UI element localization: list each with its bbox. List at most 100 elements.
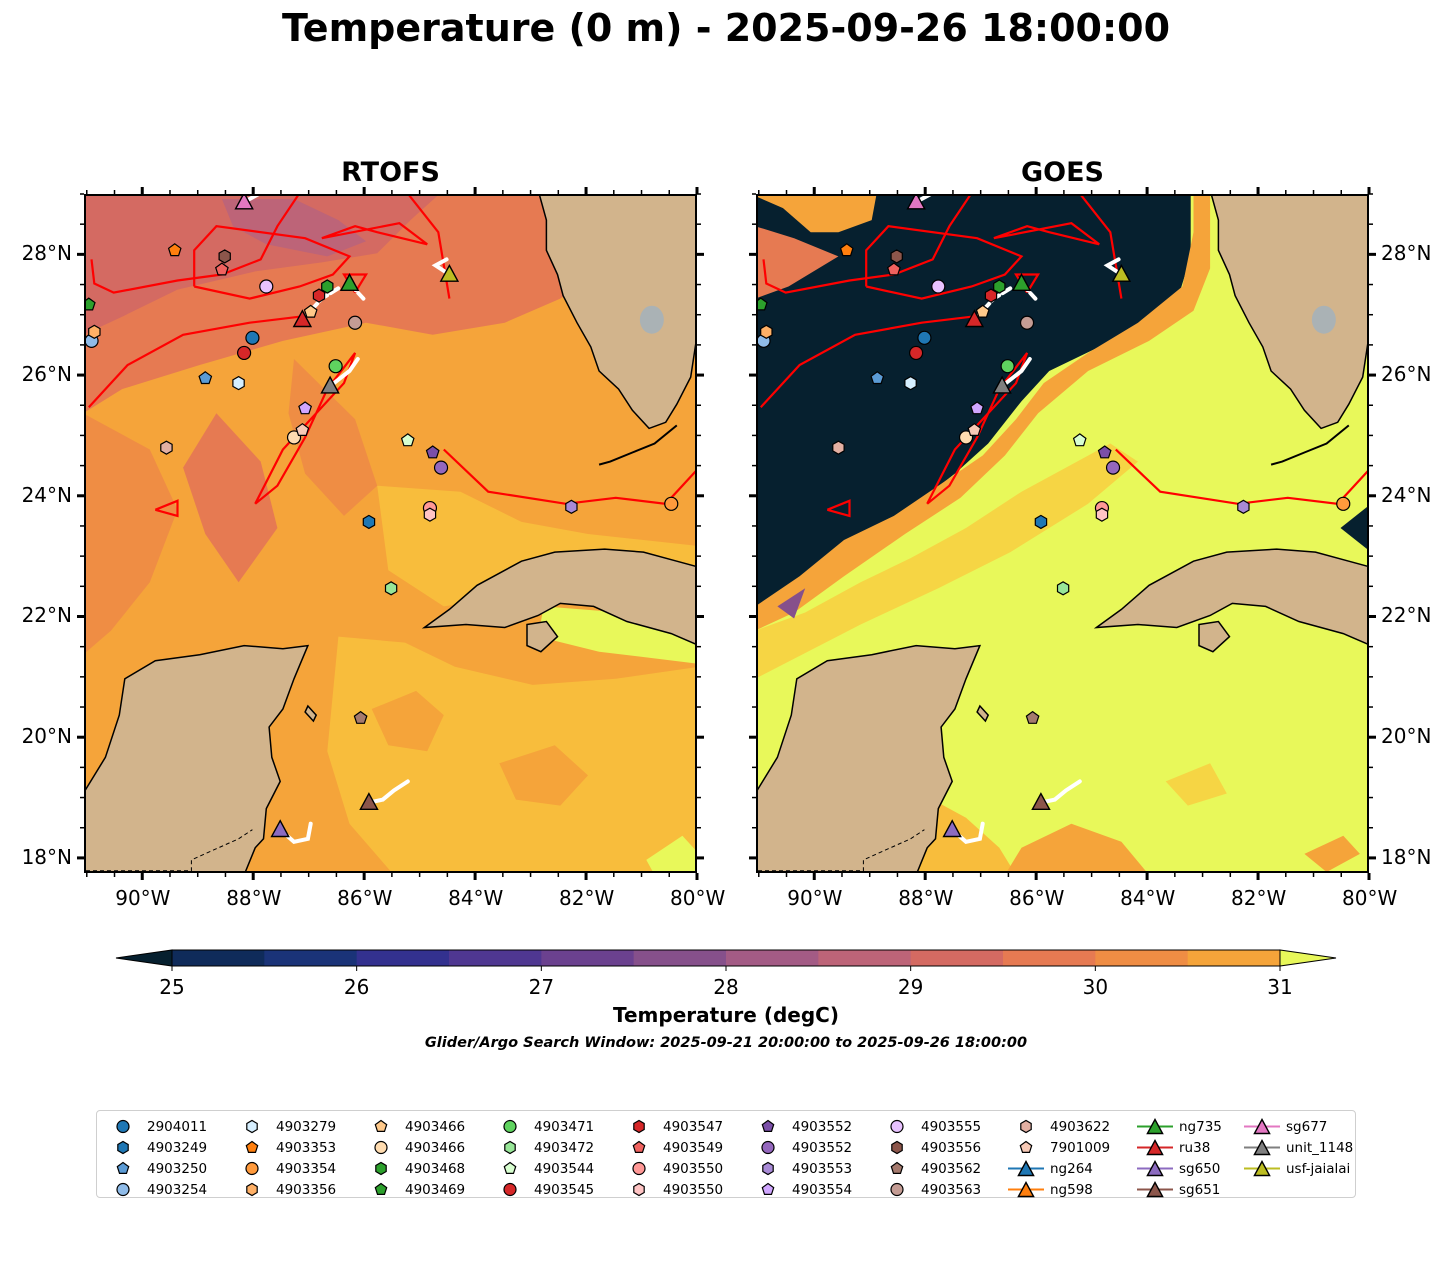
obs-marker-4903356: [760, 324, 773, 339]
sst-contour-line: [759, 315, 972, 408]
obs-marker-4903550: [1095, 507, 1109, 522]
legend-marker: [374, 1140, 388, 1155]
lat-tick-label: 28°N: [1381, 241, 1432, 266]
glider-marker-sg650: [942, 819, 962, 838]
obs-marker-4903279: [232, 375, 245, 391]
colorbar: [115, 949, 1337, 971]
legend-item-4903468: 4903468: [361, 1158, 465, 1179]
obs-marker-4903249: [362, 514, 376, 530]
glider-marker-unit_1148: [992, 375, 1012, 394]
obs-marker-4903356: [88, 324, 101, 339]
legend-marker: [504, 1140, 516, 1155]
legend-item-7901009: 7901009: [1006, 1137, 1110, 1158]
land-shape: [1093, 548, 1367, 645]
legend-item-4903254: 4903254: [103, 1179, 207, 1200]
legend-marker: [762, 1161, 774, 1176]
obs-marker-4903472: [1056, 581, 1070, 596]
land-shape: [304, 704, 318, 723]
lat-tick-label: 26°N: [21, 362, 72, 387]
obs-marker-4903544: [400, 433, 415, 447]
obs-marker-4903550: [423, 507, 437, 522]
legend-label: 4903472: [534, 1139, 595, 1156]
legend-item-4903466: 4903466: [361, 1137, 465, 1158]
glider-track-unit_1148: [328, 357, 360, 389]
legend-item-4903469: 4903469: [361, 1179, 465, 1200]
obs-marker-4903552: [1097, 445, 1112, 459]
legend-item-unit_1148: unit_1148: [1242, 1137, 1353, 1158]
legend-label: 4903550: [663, 1181, 724, 1198]
sst-contour-line: [321, 222, 428, 246]
legend-symbol: [503, 1161, 517, 1174]
legend-item-usf-jaialai: usf-jaialai: [1242, 1158, 1350, 1179]
glider-marker-ng735: [1011, 273, 1032, 292]
sst-contour-band: [758, 196, 1191, 605]
lon-tick-label: 88°W: [226, 886, 282, 910]
legend-item-4903556: 4903556: [877, 1137, 981, 1158]
legend-marker: [375, 1161, 387, 1176]
obs-marker-4903552: [433, 460, 449, 475]
obs-marker-4903549: [214, 262, 229, 276]
colorbar-segment: [356, 950, 450, 966]
legend-symbol: [1019, 1140, 1033, 1153]
legend-marker: [245, 1140, 259, 1153]
colorbar-segment: [726, 950, 819, 966]
florida-keys: [598, 424, 678, 466]
legend-item-4903279: 4903279: [232, 1116, 336, 1137]
legend-symbol: [890, 1119, 904, 1134]
legend-item-4903550: 4903550: [619, 1158, 723, 1179]
land-shape: [421, 548, 695, 645]
legend-label: 4903552: [792, 1118, 853, 1135]
obs-marker-4903544: [1072, 433, 1087, 447]
colorbar-segment: [172, 950, 265, 966]
legend-label: ng264: [1050, 1160, 1093, 1177]
legend-symbol: [632, 1140, 646, 1153]
legend-triangle: [1146, 1118, 1164, 1135]
land-shape: [976, 704, 990, 723]
legend-item-4903249: 4903249: [103, 1137, 207, 1158]
lon-tick-label: 86°W: [1009, 886, 1065, 910]
obs-marker-4903556: [890, 249, 903, 264]
legend-marker: [633, 1119, 645, 1134]
legend-marker: [503, 1119, 517, 1134]
legend-item-sg650: sg650: [1135, 1158, 1220, 1179]
colorbar-tick-label: 28: [713, 975, 739, 999]
lat-tick-label: 20°N: [21, 724, 72, 749]
legend-label: 4903552: [792, 1139, 853, 1156]
sst-contour-line: [826, 499, 851, 518]
map-rtofs[interactable]: [84, 194, 697, 873]
obs-marker-7901009: [967, 422, 982, 436]
obs-marker-4903472: [384, 581, 398, 596]
legend-triangle: [1253, 1160, 1271, 1177]
lon-tick-label: 86°W: [337, 886, 393, 910]
lat-tick-label: 18°N: [21, 844, 72, 869]
land-shape: [86, 644, 310, 871]
legend: 2904011 4903249 4903250 4903254 4903279 49033…: [96, 1110, 1356, 1198]
legend-symbol: [761, 1119, 775, 1132]
legend-item-4903563: 4903563: [877, 1179, 981, 1200]
legend-marker: [116, 1161, 130, 1174]
land-shape: [1210, 196, 1367, 430]
country-border: [86, 829, 253, 871]
legend-item-4903544: 4903544: [490, 1158, 594, 1179]
colorbar-label: Temperature (degC): [613, 1003, 839, 1027]
legend-marker: [1137, 1181, 1173, 1198]
legend-item-4903554: 4903554: [748, 1179, 852, 1200]
land-shape: [526, 620, 559, 653]
legend-label: 4903250: [147, 1160, 208, 1177]
legend-label: 4903622: [1050, 1118, 1111, 1135]
legend-marker: [116, 1119, 130, 1134]
legend-label: 4903547: [663, 1118, 724, 1135]
obs-marker-4903469: [758, 297, 768, 311]
legend-symbol: [890, 1161, 904, 1174]
legend-marker: [245, 1161, 259, 1176]
sst-contour-band: [758, 227, 839, 298]
glider-marker-usf-jaialai: [439, 264, 460, 282]
obs-marker-4903354: [664, 496, 679, 511]
panel-title-goes: GOES: [1020, 157, 1104, 188]
legend-symbol: [374, 1140, 388, 1155]
map-goes[interactable]: [756, 194, 1369, 873]
legend-label: 4903549: [663, 1139, 724, 1156]
legend-item-4903250: 4903250: [103, 1158, 207, 1179]
colorbar-segment: [541, 950, 635, 966]
obs-marker-4903552: [1105, 460, 1121, 475]
